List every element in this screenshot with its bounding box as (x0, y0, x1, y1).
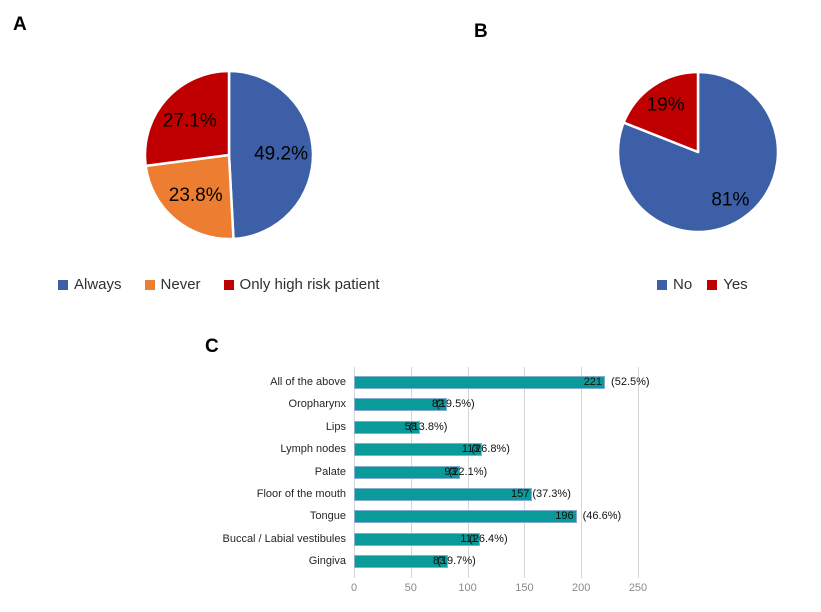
pie-slice-percent-label: 19% (647, 94, 685, 115)
pie-chart-a: 49.2% 23.8% 27.1% (143, 69, 315, 241)
legend-label: No (673, 276, 693, 293)
category-label-oropharynx: Oropharynx (288, 398, 346, 411)
bar-percent-label: (37.3%) (532, 488, 571, 500)
bar-floor-of-the-mouth: 157 (354, 488, 533, 501)
pie-slice-percent-label: 49.2% (254, 144, 308, 165)
legend-item-no: No (657, 276, 692, 293)
panel-c-letter: C (205, 336, 219, 357)
x-axis-tick-label: 150 (515, 582, 534, 594)
legend-item-only-high-risk-patient: Only high risk patient (223, 276, 380, 293)
legend-label: Never (160, 276, 201, 293)
legend-swatch-icon (58, 279, 68, 290)
pie-b-legend: No Yes (657, 276, 748, 293)
pie-slice-percent-label: 23.8% (169, 185, 223, 206)
panel-a-letter: A (13, 14, 27, 35)
x-axis-tick-label: 250 (628, 582, 648, 594)
bar-value-label: 83 (433, 555, 446, 568)
pie-slice-never (144, 153, 235, 241)
pie-slice-percent-label: 81% (711, 190, 749, 211)
bar-lymph-nodes: 113 (354, 443, 483, 457)
bar-percent-label: (52.5%) (611, 376, 650, 388)
bar-percent-label: (26.4%) (469, 532, 508, 545)
category-label-gingiva: Gingiva (308, 555, 346, 568)
category-label-lymph-nodes: Lymph nodes (280, 443, 346, 456)
category-label-tongue: Tongue (309, 510, 346, 523)
pie-slice-only-high-risk-patient (143, 69, 231, 168)
x-gridline (638, 367, 639, 578)
panel-b-letter: B (474, 21, 488, 42)
bar-palate: 93 (354, 465, 460, 479)
bar-gingiva: 83 (354, 555, 449, 569)
pie-a-legend: Always Never Only high risk patient (58, 276, 380, 293)
bar-percent-label: (19.5%) (436, 398, 475, 411)
pie-slice-always (227, 69, 315, 241)
x-axis-tick-label: 50 (404, 582, 417, 594)
legend-item-always: Always (58, 276, 122, 293)
category-label-floor-of-the-mouth: Floor of the mouth (256, 488, 346, 500)
pie-chart-b: 81% 19% (616, 70, 780, 234)
bar-value-label: 196 (555, 510, 574, 523)
x-gridline (524, 367, 526, 578)
bar-value-label: 93 (444, 465, 457, 478)
bar-value-label: 157 (510, 488, 530, 500)
bar-value-label: 113 (461, 443, 480, 456)
bar-percent-label: (22.1%) (448, 465, 488, 478)
legend-swatch-icon (144, 279, 155, 290)
bar-all-of-the-above: 221 (354, 376, 606, 389)
category-label-palate: Palate (314, 465, 346, 478)
x-axis-tick-label: 100 (458, 582, 477, 594)
bar-percent-label: (13.8%) (408, 420, 448, 433)
bar-value-label: 221 (583, 376, 603, 388)
bar-value-label: 82 (431, 398, 445, 411)
bar-value-label: 111 (460, 532, 478, 545)
category-label-buccal-labial-vestibules: Buccal / Labial vestibules (222, 532, 346, 545)
pie-slice-percent-label: 27.1% (163, 111, 217, 132)
x-axis-tick-label: 200 (572, 582, 591, 594)
bar-tongue: 196 (354, 510, 577, 524)
legend-swatch-icon (657, 279, 667, 290)
x-axis-tick-label: 0 (350, 582, 358, 594)
bar-value-label: 58 (404, 420, 417, 433)
pie-slice-yes (622, 70, 700, 154)
category-label-lips: Lips (325, 420, 346, 433)
legend-label: Yes (723, 276, 748, 293)
bar-percent-label: (46.6%) (582, 510, 622, 523)
bar-oropharynx: 82 (354, 398, 448, 412)
category-label-all-of-the-above: All of the above (270, 376, 346, 388)
legend-item-never: Never (144, 276, 201, 293)
legend-swatch-icon (223, 279, 234, 290)
legend-swatch-icon (707, 279, 718, 290)
legend-label: Always (74, 276, 122, 293)
bar-buccal-labial-vestibules: 111 (354, 532, 481, 546)
x-gridline (581, 367, 583, 578)
bar-lips: 58 (354, 420, 420, 434)
legend-label: Only high risk patient (239, 276, 380, 293)
legend-item-yes: Yes (707, 276, 748, 293)
bar-percent-label: (19.7%) (437, 555, 476, 568)
x-gridline (467, 367, 469, 578)
bar-percent-label: (26.8%) (471, 443, 510, 456)
